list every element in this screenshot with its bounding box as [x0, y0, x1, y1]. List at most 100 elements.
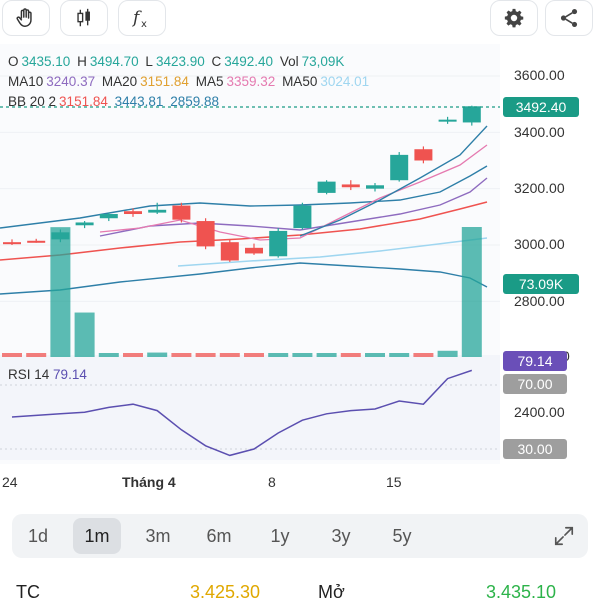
rsi-label: RSI 14 [8, 367, 50, 382]
volume-label: Vol [279, 54, 299, 69]
ohlc-row: O 3435.10 H 3494.70 L 3423.90 C 3492.40 Vol 7… [8, 52, 372, 72]
period-selector: 1d 1m 3m 6m 1y 3y 5y [12, 514, 588, 558]
bb-label: BB 20 2 [8, 94, 57, 109]
candle-body [27, 240, 46, 243]
gear-icon [504, 8, 524, 28]
price-tick: 2400.00 [514, 404, 565, 420]
price-tick: 3400.00 [514, 124, 565, 140]
volume-bar [195, 353, 216, 357]
rsi-value: 79.14 [53, 367, 87, 382]
period-1y[interactable]: 1y [270, 526, 290, 546]
ma20-label: MA20 [101, 74, 138, 89]
x-tick: 8 [268, 474, 276, 490]
volume-bar [340, 353, 361, 357]
candle-body [414, 149, 433, 161]
volume-bar [268, 353, 289, 357]
period-5y[interactable]: 5y [392, 526, 412, 546]
candlestick-chart[interactable] [0, 44, 600, 494]
candle-body [99, 214, 118, 219]
period-3y[interactable]: 3y [331, 526, 351, 546]
quote-summary: TC 3.425.30 Mở 3.435.10 [0, 576, 600, 602]
ma50-line [177, 237, 488, 267]
settings-button[interactable] [490, 0, 538, 36]
volume-bar [74, 312, 95, 357]
bb-lower-value: 2859.88 [170, 94, 220, 109]
candle-body [148, 209, 167, 213]
volume-bar [50, 227, 71, 357]
open-label: O [8, 54, 19, 69]
volume-bar [292, 353, 313, 357]
bb-upper-rise [299, 125, 488, 237]
price-tick: 3200.00 [514, 180, 565, 196]
bb-row: BB 20 2 3151.84 3443.81 2859.88 [8, 92, 372, 112]
candle-body [269, 230, 288, 257]
candle-body [75, 222, 94, 226]
hand-tool-button[interactable] [2, 0, 50, 36]
low-label: L [145, 54, 153, 69]
chart-legend: O 3435.10 H 3494.70 L 3423.90 C 3492.40 Vol 7… [8, 52, 372, 112]
last-price-tag: 3492.40 [503, 97, 579, 117]
volume-bar [123, 353, 143, 357]
ma5-value: 3359.32 [226, 74, 276, 89]
period-6m[interactable]: 6m [206, 526, 232, 546]
open-price-label: Mở [318, 582, 345, 602]
x-tick: 15 [386, 474, 402, 490]
volume-value: 73,09K [301, 54, 345, 69]
ref-price-label: TC [16, 582, 40, 602]
volume-bar [461, 227, 482, 357]
ma5-label: MA5 [195, 74, 224, 89]
volume-bar [365, 353, 385, 357]
candlestick-icon [77, 8, 90, 27]
candle-body [124, 211, 142, 215]
ma50-label: MA50 [282, 74, 318, 89]
volume-bar [244, 353, 264, 357]
candle-body [172, 205, 191, 220]
ma20-value: 3151.84 [140, 74, 189, 89]
open-value: 3435.10 [21, 54, 71, 69]
bb-upper-line [0, 165, 488, 229]
expand-button[interactable] [540, 518, 588, 554]
candle-body [196, 221, 215, 247]
bb-lower-line [0, 262, 488, 295]
rsi-30-tag: 30.00 [503, 439, 567, 459]
volume-bar [171, 353, 192, 357]
volume-bar [147, 352, 168, 357]
volume-bar [98, 353, 119, 357]
ma10-label: MA10 [8, 74, 44, 89]
volume-bar [316, 353, 337, 357]
ma50-value: 3024.01 [320, 74, 370, 89]
candle-body [390, 154, 409, 181]
share-button[interactable] [545, 0, 593, 36]
close-label: C [211, 54, 222, 69]
svg-text:x: x [141, 19, 147, 30]
volume-bar [413, 353, 434, 357]
expand-icon [554, 526, 574, 546]
ma-row: MA10 3240.37 MA20 3151.84 MA5 3359.32 MA50 3… [8, 72, 372, 92]
candle-body [293, 205, 312, 229]
hand-icon [16, 8, 32, 27]
period-1d[interactable]: 1d [27, 526, 49, 546]
volume-bar [389, 353, 410, 357]
high-value: 3494.70 [89, 54, 139, 69]
candle-body [366, 185, 384, 189]
svg-text:f: f [131, 8, 142, 28]
candle-body [462, 106, 481, 123]
candle-body [317, 181, 336, 193]
volume-bar [219, 353, 240, 357]
candle-body [51, 232, 70, 240]
rsi-tag: 79.14 [503, 351, 567, 371]
ma10-value: 3240.37 [46, 74, 96, 89]
x-tick-month: Tháng 4 [122, 474, 176, 490]
price-tick: 3600.00 [514, 67, 565, 83]
period-3m[interactable]: 3m [145, 526, 171, 546]
period-1m[interactable]: 1m [73, 518, 121, 554]
candle-body [245, 247, 263, 254]
open-price-value: 3.435.10 [486, 582, 557, 602]
candle-body [3, 242, 21, 245]
chart-type-button[interactable] [60, 0, 108, 36]
candle-body [341, 184, 360, 188]
ma5-line [99, 144, 488, 241]
volume-bar [437, 350, 458, 357]
